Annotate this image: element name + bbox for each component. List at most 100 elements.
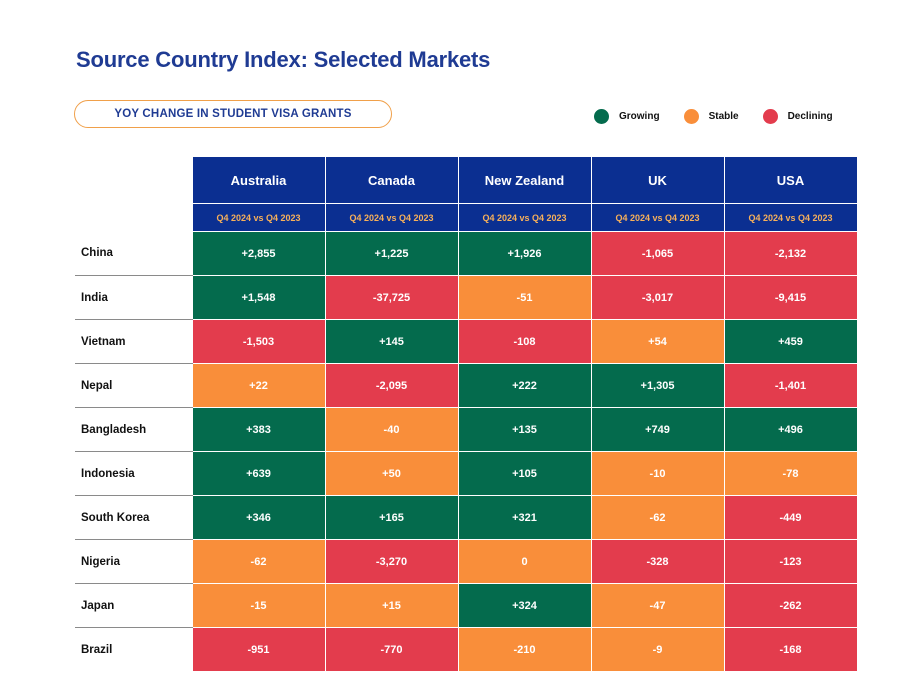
table-row: Vietnam -1,503 +145 -108 +54 +459 [75,319,858,364]
table-row: Indonesia +639 +50 +105 -10 -78 [75,451,858,496]
country-label: Indonesia [75,451,192,496]
value-cell: -2,095 [324,363,459,408]
country-label: Bangladesh [75,407,192,452]
value-cell: +2,855 [191,231,326,276]
stable-dot-icon [683,109,699,124]
index-table-wrap: Australia Canada New Zealand UK USA Q4 2… [75,157,858,672]
value-cell: -9 [590,627,725,672]
market-header: UK [590,157,725,204]
market-header-row: Australia Canada New Zealand UK USA [75,157,858,204]
table-row: Bangladesh +383 -40 +135 +749 +496 [75,407,858,452]
table-row: Japan -15 +15 +324 -47 -262 [75,583,858,628]
period-label: Q4 2024 vs Q4 2023 [324,203,459,232]
declining-dot-icon [762,109,778,124]
table-row: South Korea +346 +165 +321 -62 -449 [75,495,858,540]
value-cell: +324 [457,583,592,628]
value-cell: -449 [723,495,858,540]
value-cell: +105 [457,451,592,496]
market-header: New Zealand [457,157,592,204]
country-label: Vietnam [75,319,192,364]
value-cell: -51 [457,275,592,320]
value-cell: -108 [457,319,592,364]
value-cell: -2,132 [723,231,858,276]
value-cell: -10 [590,451,725,496]
value-cell: -40 [324,407,459,452]
period-label: Q4 2024 vs Q4 2023 [457,203,592,232]
period-label: Q4 2024 vs Q4 2023 [590,203,725,232]
value-cell: -3,270 [324,539,459,584]
value-cell: +1,305 [590,363,725,408]
value-cell: -78 [723,451,858,496]
legend-item-declining: Declining [762,109,833,124]
legend-label-declining: Declining [787,111,833,122]
value-cell: 0 [457,539,592,584]
growing-dot-icon [594,109,609,124]
value-cell: -37,725 [324,275,459,320]
legend-item-stable: Stable [683,109,739,124]
legend: Growing Stable Declining [594,109,833,124]
value-cell: +321 [457,495,592,540]
value-cell: -47 [590,583,725,628]
value-cell: -3,017 [590,275,725,320]
value-cell: +1,225 [324,231,459,276]
table-row: Brazil -951 -770 -210 -9 -168 [75,627,858,672]
value-cell: +496 [723,407,858,452]
value-cell: +54 [590,319,725,364]
value-cell: -951 [191,627,326,672]
value-cell: -1,065 [590,231,725,276]
table-row: China +2,855 +1,225 +1,926 -1,065 -2,132 [75,231,858,276]
value-cell: -262 [723,583,858,628]
period-label: Q4 2024 vs Q4 2023 [191,203,326,232]
period-label: Q4 2024 vs Q4 2023 [723,203,858,232]
market-header: Canada [324,157,459,204]
value-cell: +50 [324,451,459,496]
value-cell: +1,548 [191,275,326,320]
value-cell: -1,401 [723,363,858,408]
value-cell: +383 [191,407,326,452]
value-cell: -210 [457,627,592,672]
table-row: Nigeria -62 -3,270 0 -328 -123 [75,539,858,584]
table-row: Nepal +22 -2,095 +222 +1,305 -1,401 [75,363,858,408]
subtitle-text: YOY CHANGE IN STUDENT VISA GRANTS [114,108,352,120]
table-body: China +2,855 +1,225 +1,926 -1,065 -2,132 India… [75,231,858,672]
country-label: Japan [75,583,192,628]
value-cell: +749 [590,407,725,452]
value-cell: +22 [191,363,326,408]
subtitle-pill: YOY CHANGE IN STUDENT VISA GRANTS [74,100,392,128]
value-cell: +346 [191,495,326,540]
value-cell: -9,415 [723,275,858,320]
value-cell: +15 [324,583,459,628]
market-header: USA [723,157,858,204]
value-cell: -1,503 [191,319,326,364]
value-cell: +1,926 [457,231,592,276]
value-cell: -770 [324,627,459,672]
country-label: Brazil [81,643,113,656]
market-header: Australia [191,157,326,204]
value-cell: +145 [324,319,459,364]
period-header-row: Q4 2024 vs Q4 2023 Q4 2024 vs Q4 2023 Q4… [75,203,858,232]
value-cell: -168 [723,627,858,672]
value-cell: +222 [457,363,592,408]
legend-label-growing: Growing [619,111,660,122]
value-cell: -62 [191,539,326,584]
legend-item-growing: Growing [594,109,660,124]
page-title: Source Country Index: Selected Markets [76,47,491,72]
value-cell: -62 [590,495,725,540]
value-cell: -123 [723,539,858,584]
index-table: Australia Canada New Zealand UK USA Q4 2… [75,157,858,672]
value-cell: +135 [457,407,592,452]
country-label: Nepal [75,363,192,408]
value-cell: +639 [191,451,326,496]
value-cell: -15 [191,583,326,628]
table-row: India +1,548 -37,725 -51 -3,017 -9,415 [75,275,858,320]
country-label: Nigeria [75,539,192,584]
legend-label-stable: Stable [708,111,739,122]
country-label: India [75,275,192,320]
country-label: China [75,231,192,276]
corner-cell [75,204,192,232]
value-cell: -328 [590,539,725,584]
corner-cell [75,157,192,204]
country-label: South Korea [75,495,192,540]
value-cell: +459 [723,319,858,364]
value-cell: +165 [324,495,459,540]
